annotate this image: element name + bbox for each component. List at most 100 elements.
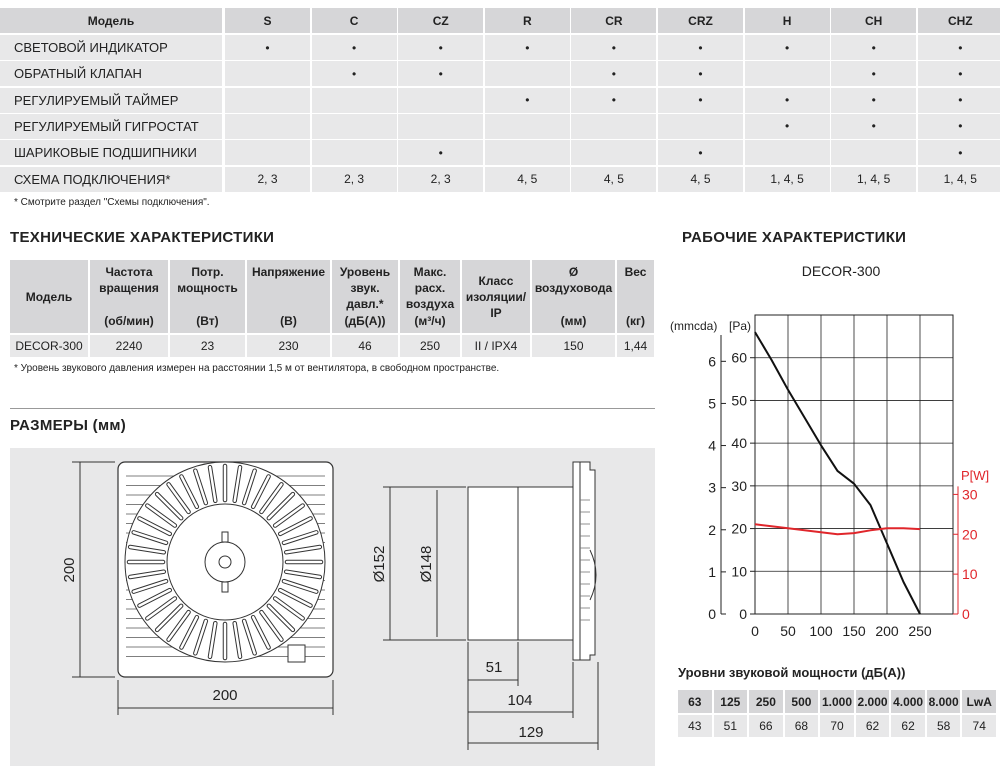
header-cell: 2.000: [855, 690, 890, 713]
header-cell: R: [484, 8, 570, 33]
table-cell: 66: [749, 715, 783, 737]
header-unit: (об/мин): [104, 314, 154, 328]
table-cell: •: [831, 61, 917, 87]
table-cell: •: [917, 87, 1000, 113]
table-cell: •: [571, 35, 657, 60]
table-cell: •: [398, 35, 484, 60]
grille-slat: [146, 504, 177, 527]
row-label: РЕГУЛИРУЕМЫЙ ТАЙМЕР: [0, 87, 222, 113]
table-cell: •: [831, 87, 917, 113]
table-cell: •: [917, 113, 1000, 139]
table-cell: •: [831, 113, 917, 139]
y2-tick-label: 20: [962, 526, 978, 542]
header-unit: (кг): [626, 314, 645, 328]
grille-slat: [167, 483, 190, 514]
y-tick-label: 20: [731, 521, 747, 537]
table-cell: [744, 140, 830, 166]
table-cell: •: [225, 35, 310, 60]
table-cell: •: [658, 61, 743, 87]
header-cell: 8.000: [926, 690, 961, 713]
row-label: ШАРИКОВЫЕ ПОДШИПНИКИ: [0, 140, 222, 166]
table-cell: 51: [713, 715, 748, 737]
grille-slat: [194, 619, 208, 655]
y-tick-label: 40: [731, 435, 747, 451]
grille-slat: [242, 469, 256, 505]
header-cell: 63: [678, 690, 712, 713]
grille-slat: [273, 504, 304, 527]
x-tick-label: 100: [809, 623, 833, 639]
table-cell: •: [398, 140, 484, 166]
header-text: Вес: [624, 265, 647, 279]
table-cell: 4, 5: [571, 166, 657, 192]
header-cell: 250: [749, 690, 783, 713]
table-cell: 74: [962, 715, 996, 737]
grille-slat: [132, 531, 168, 545]
flange-knob: [589, 549, 597, 601]
dimension-drawing: 200 200 Ø152 Ø148 51 104 129: [10, 448, 655, 766]
table-cell: •: [484, 87, 570, 113]
table-cell: 46: [332, 335, 398, 357]
grille-slat: [180, 615, 199, 649]
table-cell: [398, 113, 484, 139]
table-cell: 70: [820, 715, 854, 737]
axis-label: P[W]: [961, 468, 989, 483]
table-cell: 4, 5: [484, 166, 570, 192]
grille-slat: [167, 610, 190, 641]
header-cell: Частота вращения (об/мин): [90, 260, 168, 333]
table-cell: [311, 87, 397, 113]
grille-slat: [282, 531, 318, 545]
header-text: Модель: [25, 289, 73, 304]
grille-slat: [260, 483, 283, 514]
header-text: Ø воздуховода: [534, 265, 613, 295]
table-cell: 62: [855, 715, 890, 737]
table-cell: •: [311, 61, 397, 87]
grille-slat: [267, 492, 295, 520]
header-cell: Модель: [0, 8, 222, 33]
header-cell: CHZ: [917, 8, 1000, 33]
y-tick-label: 30: [731, 478, 747, 494]
grille-slat: [208, 465, 217, 503]
data-line: [754, 523, 921, 536]
x-tick-label: 250: [908, 623, 932, 639]
table-cell: •: [744, 87, 830, 113]
table-cell: 58: [926, 715, 961, 737]
table-cell: 1, 4, 5: [744, 166, 830, 192]
header-cell: CH: [831, 8, 917, 33]
grille-slat: [132, 579, 168, 593]
y-tick-label: 10: [731, 563, 747, 579]
header-cell: CZ: [398, 8, 484, 33]
chart-title: DECOR-300: [802, 263, 881, 279]
header-text: Частота вращения: [99, 265, 159, 295]
header-cell: Модель: [10, 260, 88, 333]
grille-slat: [242, 619, 256, 655]
header-unit: (В): [280, 314, 297, 328]
grille-slat: [138, 588, 172, 607]
switch: [287, 644, 306, 663]
grille-slat: [260, 610, 283, 641]
table-cell: 2, 3: [398, 166, 484, 192]
table-cell: [484, 113, 570, 139]
table-cell: [311, 140, 397, 166]
row-label: СХЕМА ПОДКЛЮЧЕНИЯ*: [0, 166, 222, 192]
grille-slat: [128, 570, 166, 579]
table-cell: [658, 113, 743, 139]
table-cell: 1,44: [617, 335, 654, 357]
x-tick-label: 200: [875, 623, 899, 639]
grille-slat: [282, 579, 318, 593]
table-cell: •: [398, 61, 484, 87]
grille-slat: [278, 588, 312, 607]
header-text: Макс. расх. воздуха: [405, 265, 455, 311]
table-cell: 1, 4, 5: [917, 166, 1000, 192]
table-cell: DECOR-300: [10, 335, 88, 357]
dimension-label: 104: [507, 692, 532, 709]
table-cell: [744, 61, 830, 87]
table-cell: •: [311, 35, 397, 60]
note: * Смотрите раздел "Схемы подключения".: [14, 197, 210, 208]
header-cell: 125: [713, 690, 748, 713]
grille-slat: [146, 597, 177, 620]
table-cell: [225, 61, 310, 87]
header-cell: C: [311, 8, 397, 33]
header-text: Напряжение: [251, 265, 326, 279]
table-cell: 62: [891, 715, 925, 737]
y2-tick-label: 0: [962, 606, 970, 622]
